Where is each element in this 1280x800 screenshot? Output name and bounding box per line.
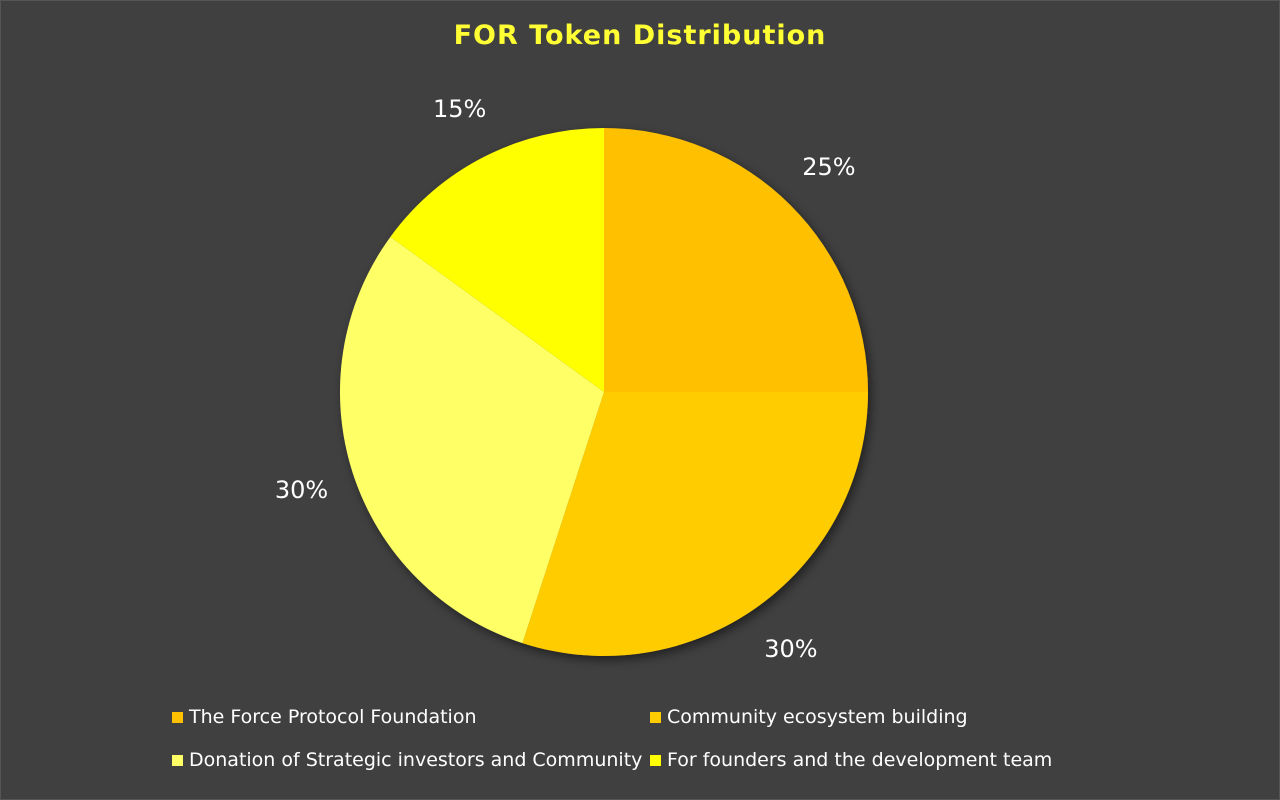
pie-slice-3: [340, 236, 604, 644]
legend-label: The Force Protocol Foundation: [189, 706, 477, 728]
legend-swatch: [650, 711, 661, 723]
legend-item: The Force Protocol Foundation: [172, 706, 650, 728]
pie-slice-2: [522, 392, 868, 656]
legend-swatch: [650, 754, 661, 766]
chart-title: FOR Token Distribution: [453, 20, 827, 51]
data-label-1: 25%: [802, 153, 856, 182]
data-label-3: 30%: [274, 476, 329, 505]
legend-label: Donation of Strategic investors and Comm…: [189, 749, 643, 771]
legend-swatch: [172, 711, 183, 723]
legend-swatch: [172, 754, 183, 766]
data-label-4: 15%: [432, 94, 487, 123]
legend-item: Community ecosystem building: [650, 706, 1128, 728]
data-label-2: 30%: [764, 635, 818, 664]
legend-item: Donation of Strategic investors and Comm…: [172, 749, 650, 771]
legend: The Force Protocol Foundation Community e…: [172, 706, 1172, 771]
legend-item: For founders and the development team: [650, 749, 1128, 771]
pie-slice-4: [390, 128, 604, 392]
pie-slice-1: [604, 128, 868, 392]
legend-label: Community ecosystem building: [667, 706, 968, 728]
legend-label: For founders and the development team: [667, 749, 1053, 771]
